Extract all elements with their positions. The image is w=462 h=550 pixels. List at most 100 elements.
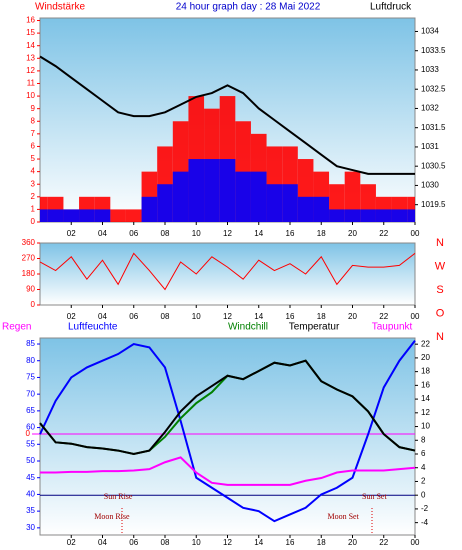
wind-bar [47, 209, 64, 222]
wind-bar [282, 184, 298, 222]
y2-tick-label: 1032 [421, 104, 439, 113]
wind-bar [79, 209, 95, 222]
wind-bar [235, 171, 251, 222]
y2-tick-label: -2 [421, 504, 429, 513]
y2-tick-label: 0 [421, 490, 426, 499]
y-tick-label: 80 [26, 356, 35, 365]
y2-tick-label: 1033 [421, 65, 439, 74]
x-tick-label: 10 [192, 538, 201, 547]
annotation: Sun Rise [104, 492, 133, 501]
y-tick-label: 270 [22, 254, 36, 263]
wind-bar [344, 209, 361, 222]
y-tick-label: 0 [31, 300, 36, 309]
y2-tick-label: 1030.5 [421, 161, 446, 170]
y2-tick-label: 16 [421, 380, 430, 389]
x-tick-label: 12 [223, 229, 232, 238]
wind-bar [94, 209, 111, 222]
wind-bar [219, 159, 236, 222]
wind-bar [360, 209, 376, 222]
x-tick-label: 18 [317, 538, 326, 547]
y-tick-label: 40 [26, 490, 35, 499]
y-tick-label: 11 [27, 79, 36, 88]
y2-tick-label: 22 [421, 339, 430, 348]
y-tick-label: 6 [31, 142, 36, 151]
x-tick-label: 04 [98, 229, 107, 238]
wind-bar [250, 171, 267, 222]
wind-bar [204, 159, 220, 222]
y2-tick-label: 2 [421, 477, 426, 486]
y-tick-label: 70 [26, 389, 35, 398]
wind-bar [313, 196, 330, 222]
x-tick-label: 06 [129, 312, 138, 321]
y2-tick-label: -4 [421, 518, 429, 527]
y-tick-label: 60 [26, 423, 35, 432]
x-tick-label: 04 [98, 312, 107, 321]
panel-temperature [39, 337, 416, 536]
legend-label: Temperatur [289, 322, 340, 333]
y-tick-label: 90 [26, 285, 35, 294]
y2-tick-label: 8 [421, 435, 426, 444]
x-tick-label: 08 [161, 312, 170, 321]
y-tick-label: 13 [26, 53, 35, 62]
y-tick-label: 5 [31, 154, 36, 163]
series-line [40, 456, 416, 486]
direction-label: S [436, 284, 443, 296]
y-tick-label: 360 [22, 238, 36, 247]
wind-bar [266, 184, 283, 222]
wind-bar [63, 209, 80, 222]
y-tick-label: 7 [31, 129, 36, 138]
x-tick-label: 02 [67, 229, 76, 238]
wind-bar [157, 184, 173, 222]
direction-label: O [436, 307, 445, 319]
y2-tick-label: 4 [421, 463, 426, 472]
y-tick-label: 45 [26, 473, 35, 482]
wind-label: Windstärke [35, 2, 85, 13]
wind-bar [172, 171, 189, 222]
y-tick-label: 180 [22, 269, 36, 278]
y-tick-label: 0 [31, 217, 36, 226]
y-tick-label: 85 [26, 339, 35, 348]
legend-label: Windchill [228, 322, 268, 333]
rain-label: Regen [2, 322, 31, 333]
legend-label: Taupunkt [372, 322, 413, 333]
x-tick-label: 06 [129, 229, 138, 238]
y-tick-label: 12 [26, 66, 35, 75]
y2-tick-label: 1030 [421, 181, 439, 190]
chart-title: 24 hour graph day : 28 Mai 2022 [176, 2, 321, 13]
x-tick-label: 00 [411, 229, 420, 238]
x-tick-label: 14 [254, 229, 263, 238]
y-tick-label: 16 [26, 16, 35, 25]
direction-label: W [435, 260, 446, 272]
x-tick-label: 14 [254, 312, 263, 321]
y2-tick-label: 1031 [421, 142, 439, 151]
x-tick-label: 22 [379, 312, 388, 321]
wind-bar [391, 209, 408, 222]
direction-label: N [436, 331, 444, 343]
y-tick-label: 4 [31, 167, 36, 176]
x-tick-label: 16 [286, 538, 295, 547]
series-line [39, 340, 416, 523]
x-tick-label: 02 [67, 538, 76, 547]
wind-bar [125, 209, 142, 222]
y2-tick-label: 1031.5 [421, 123, 446, 132]
x-tick-label: 16 [286, 312, 295, 321]
x-tick-label: 00 [411, 538, 420, 547]
y2-tick-label: 1032.5 [421, 84, 446, 93]
y-tick-label: 65 [26, 406, 35, 415]
x-tick-label: 12 [223, 538, 232, 547]
wind-bar [188, 159, 205, 222]
x-tick-label: 04 [98, 538, 107, 547]
y2-tick-label: 6 [421, 449, 426, 458]
direction-label: N [436, 237, 444, 249]
y-tick-label: 8 [31, 116, 36, 125]
y-tick-label: 35 [26, 506, 35, 515]
x-tick-label: 10 [192, 229, 201, 238]
wind-bar [375, 209, 392, 222]
wind-bar [297, 196, 314, 222]
x-tick-label: 18 [317, 229, 326, 238]
x-tick-label: 22 [379, 538, 388, 547]
wind-bar [407, 209, 415, 222]
wind-bar [40, 209, 48, 222]
y-tick-label: 30 [26, 523, 35, 532]
